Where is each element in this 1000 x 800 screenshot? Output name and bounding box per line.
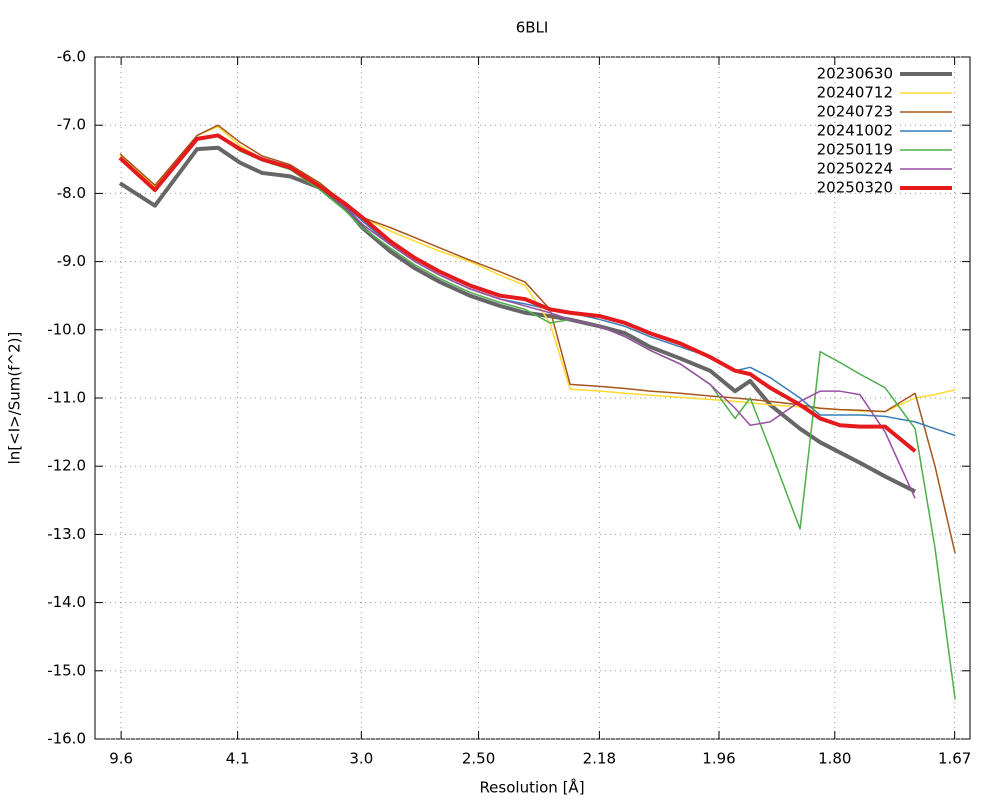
legend-label: 20250119 xyxy=(817,141,893,159)
x-tick-label: 1.67 xyxy=(938,750,971,768)
x-tick-label: 2.18 xyxy=(583,750,616,768)
y-tick-label: -13.0 xyxy=(47,525,86,543)
y-tick-label: -9.0 xyxy=(57,252,86,270)
y-tick-label: -15.0 xyxy=(47,661,86,679)
legend-label: 20250320 xyxy=(817,179,893,197)
x-tick-label: 3.0 xyxy=(349,750,373,768)
legend-label: 20240712 xyxy=(817,84,893,102)
y-axis-label: ln[<I>/Sum(f^2)] xyxy=(6,332,24,465)
legend-label: 20240723 xyxy=(817,103,893,121)
y-tick-label: -11.0 xyxy=(47,389,86,407)
chart-title: 6BLI xyxy=(516,19,549,37)
y-tick-label: -6.0 xyxy=(57,48,86,66)
x-tick-label: 9.6 xyxy=(109,750,133,768)
x-tick-label: 4.1 xyxy=(226,750,250,768)
x-tick-label: 1.80 xyxy=(818,750,851,768)
y-tick-label: -10.0 xyxy=(47,320,86,338)
y-tick-label: -16.0 xyxy=(47,730,86,748)
x-tick-label: 1.96 xyxy=(702,750,735,768)
legend-label: 20230630 xyxy=(817,65,893,83)
x-tick-label: 2.50 xyxy=(462,750,495,768)
legend-label: 20250224 xyxy=(817,160,893,178)
series-line xyxy=(118,145,916,494)
y-tick-label: -12.0 xyxy=(47,457,86,475)
legend-label: 20241002 xyxy=(817,122,893,140)
y-tick-label: -14.0 xyxy=(47,593,86,611)
y-tick-label: -7.0 xyxy=(57,116,86,134)
series-line xyxy=(119,124,956,554)
series-line xyxy=(118,133,917,453)
y-tick-label: -8.0 xyxy=(57,184,86,202)
x-axis-label: Resolution [Å] xyxy=(479,778,584,797)
